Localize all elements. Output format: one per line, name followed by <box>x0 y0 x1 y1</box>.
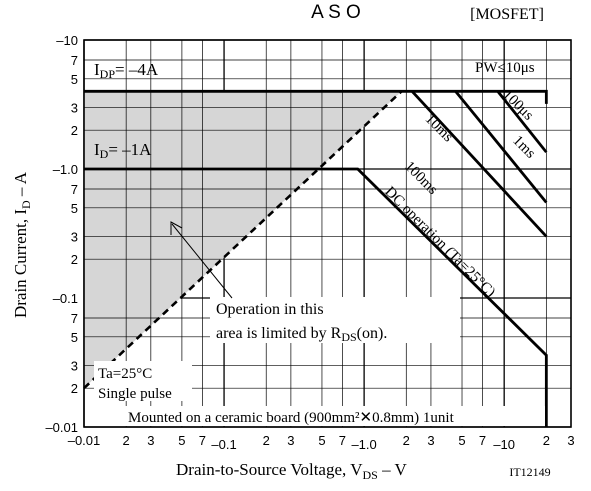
y-tick-label: 2 <box>71 381 78 396</box>
operation-arrow <box>171 223 233 299</box>
x-tick-label: 3 <box>287 433 294 448</box>
operation-line1: Operation in this <box>216 301 324 318</box>
y-tick-label: 3 <box>71 358 78 373</box>
line-label-10ms: 10ms <box>422 111 456 145</box>
x-tick-label: 2 <box>263 433 270 448</box>
x-tick-label: 3 <box>147 433 154 448</box>
y-tick-label: 7 <box>71 182 78 197</box>
x-tick-label: 7 <box>339 433 346 448</box>
figure-id: IT12149 <box>509 465 550 479</box>
x-tick-label: 5 <box>318 433 325 448</box>
y-tick-label: 3 <box>71 100 78 115</box>
series-line-100us <box>84 89 548 104</box>
svg-text:100ms: 100ms <box>401 158 441 198</box>
x-tick-label: 7 <box>199 433 206 448</box>
x-tick-label: –10 <box>493 437 515 452</box>
y-tick-label: 5 <box>71 72 78 87</box>
series-line-1ms <box>496 90 548 154</box>
chart-title: A S O <box>311 2 361 23</box>
rds-on-limit-line <box>83 90 403 390</box>
y-tick-label: 2 <box>71 252 78 267</box>
x-tick-label: –0.1 <box>211 437 236 452</box>
x-tick-label: 3 <box>567 433 574 448</box>
ta-note-bg <box>94 361 192 401</box>
series-line-dc <box>84 167 548 427</box>
tick-labels: –0.01 2 3 5 7 –0.1 2 3 5 7 –1.0 2 3 5 7 –10 2 3–0.012357–… <box>45 33 574 452</box>
y-tick-label: 5 <box>71 201 78 216</box>
y-tick-label: 5 <box>71 330 78 345</box>
x-tick-label: 5 <box>178 433 185 448</box>
line-label-100ms: 100ms <box>401 158 441 198</box>
y-axis-label: Drain Current, ID – A <box>11 171 33 318</box>
y-tick-label: –0.1 <box>53 291 78 306</box>
x-tick-label: 2 <box>123 433 130 448</box>
series-line-10ms <box>454 90 548 204</box>
x-tick-label: –0.01 <box>68 433 101 448</box>
x-tick-label: 2 <box>403 433 410 448</box>
x-tick-label: 3 <box>427 433 434 448</box>
y-tick-label: 3 <box>71 229 78 244</box>
svg-text:DC operation (Ta=25°C): DC operation (Ta=25°C) <box>381 184 498 301</box>
plot-frame <box>83 39 572 428</box>
idp-label: IDP= –4A <box>94 60 159 81</box>
pulse-note: Single pulse <box>98 386 172 402</box>
operation-note-bg <box>210 297 460 343</box>
mounted-note: Mounted on a ceramic board (900mm²✕0.8mm… <box>128 410 455 426</box>
operation-arrowhead <box>170 221 183 235</box>
mosfet-badge: [MOSFET] <box>470 6 544 23</box>
operation-line2: area is limited by RDS(on). <box>216 325 387 344</box>
y-tick-label: 7 <box>71 311 78 326</box>
series-lines <box>83 89 548 427</box>
x-axis-label: Drain-to-Source Voltage, VDS – V <box>176 460 408 482</box>
svg-text:Drain Current, ID – A: Drain Current, ID – A <box>11 171 33 318</box>
x-tick-label: –1.0 <box>351 437 376 452</box>
line-label-dc: DC operation (Ta=25°C) <box>381 184 498 301</box>
x-tick-label: 5 <box>458 433 465 448</box>
mounted-note-bg <box>125 406 545 426</box>
y-tick-label: –0.01 <box>45 420 78 435</box>
series-line-100ms <box>411 90 548 238</box>
ta-note: Ta=25°C <box>98 366 152 382</box>
pw-label: PW≤10μs <box>475 60 535 76</box>
y-tick-label: –10 <box>56 33 78 48</box>
x-tick-label: 7 <box>479 433 486 448</box>
y-tick-label: –1.0 <box>53 162 78 177</box>
id-label: ID= –1A <box>94 140 152 161</box>
y-tick-label: 7 <box>71 53 78 68</box>
x-tick-label: 2 <box>543 433 550 448</box>
svg-text:10ms: 10ms <box>422 111 456 145</box>
y-tick-label: 2 <box>71 123 78 138</box>
